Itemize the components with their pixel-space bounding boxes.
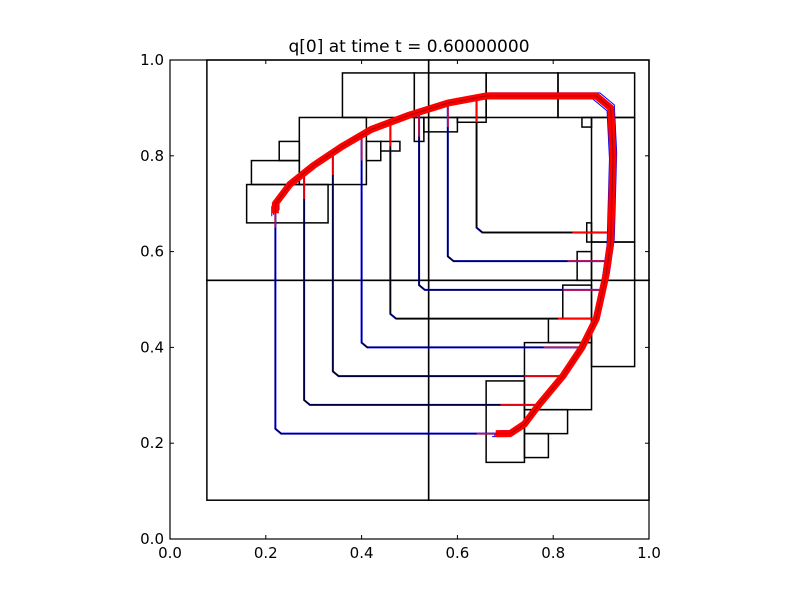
amr-patch (341, 72, 416, 119)
y-tick-label: 1.0 (140, 51, 164, 69)
contour-line (418, 112, 602, 291)
axes-frame (169, 59, 650, 540)
contour-line (475, 98, 611, 234)
amr-patch (581, 116, 593, 128)
front-contour-blue (276, 93, 616, 433)
x-tick-label: 0.0 (158, 544, 182, 562)
x-tick-label: 0.6 (445, 544, 469, 562)
axis-ticks: 0.0 0.2 0.4 0.6 0.8 1.0 0.0 0.2 0.4 0.6 0.8 1.0 (140, 51, 661, 562)
x-tick-label: 0.4 (350, 544, 374, 562)
amr-patch (206, 279, 430, 501)
chart-title: q[0] at time t = 0.60000000 (288, 37, 529, 57)
contour-line-blue (475, 98, 611, 234)
y-tick-label: 0.0 (140, 530, 164, 548)
contour-line (332, 151, 563, 377)
y-tick-label: 0.4 (140, 338, 164, 356)
amr-patch (427, 279, 650, 501)
contour-line (361, 136, 582, 348)
amr-patch (576, 250, 593, 282)
front-contour-blue (273, 96, 612, 436)
front-curve (271, 92, 618, 438)
x-tick-label: 1.0 (637, 544, 661, 562)
contour-line-blue (418, 112, 602, 291)
x-tick-label: 0.2 (254, 544, 278, 562)
contour-line (389, 122, 597, 320)
amr-patch (423, 116, 459, 133)
amr-patch (365, 140, 382, 162)
front-contour-red (271, 92, 617, 438)
y-tick-label: 0.2 (140, 434, 164, 452)
amr-patch (485, 380, 526, 464)
x-tick-label: 0.8 (541, 544, 565, 562)
amr-patch (456, 116, 487, 124)
contour-line-blue (360, 136, 582, 349)
amr-patch (523, 432, 550, 459)
y-tick-label: 0.8 (140, 147, 164, 165)
amr-patch (278, 140, 301, 162)
contour-line (447, 103, 606, 262)
y-tick-label: 0.6 (140, 243, 164, 261)
contour-line (303, 174, 539, 406)
front-contour-dark (274, 95, 614, 435)
contour-lines (274, 98, 611, 435)
contour-line (274, 203, 515, 435)
amr-patch (206, 59, 430, 282)
